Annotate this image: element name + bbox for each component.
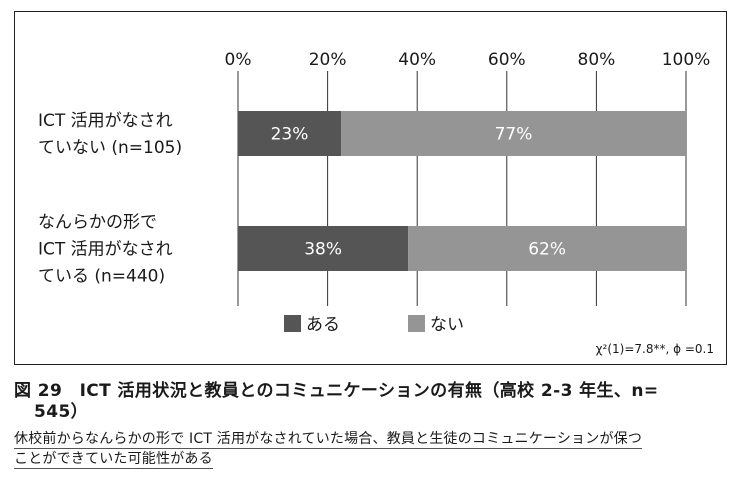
x-tick-label: 0% bbox=[225, 50, 252, 70]
data-label: 38% bbox=[304, 240, 342, 260]
bar-segment-aru bbox=[238, 226, 409, 271]
figure-subtitle-line1: 休校前からなんらかの形で ICT 活用がなされていた場合、教員と生徒のコミュニケ… bbox=[14, 431, 643, 449]
category-label: ICT 活用がなされ bbox=[38, 240, 173, 260]
chart-frame bbox=[14, 11, 727, 365]
bar-segment-nai bbox=[341, 111, 686, 156]
figure-caption-subtitle: 休校前からなんらかの形で ICT 活用がなされていた場合、教員と生徒のコミュニケ… bbox=[14, 429, 736, 469]
legend-swatch bbox=[408, 315, 425, 332]
bar-segment-nai bbox=[408, 226, 686, 271]
x-tick-label: 80% bbox=[578, 50, 616, 70]
data-label: 77% bbox=[495, 125, 533, 145]
legend-label: ある bbox=[306, 315, 340, 335]
category-label: なんらかの形で bbox=[38, 213, 157, 233]
x-tick-label: 100% bbox=[662, 50, 711, 70]
bar-segment-aru bbox=[238, 111, 342, 156]
data-label: 23% bbox=[271, 125, 309, 145]
figure-title-line1: 図 29 ICT 活用状況と教員とのコミュニケーションの有無（高校 2-3 年生… bbox=[14, 381, 659, 401]
stat-note: χ²(1)=7.8**, ϕ =0.1 bbox=[596, 342, 714, 356]
category-label: ていない (n=105) bbox=[38, 138, 182, 158]
data-label: 62% bbox=[528, 240, 566, 260]
x-tick-label: 20% bbox=[309, 50, 347, 70]
category-label: ている (n=440) bbox=[38, 267, 165, 287]
figure-title-line2: 545） bbox=[34, 402, 89, 422]
category-label: ICT 活用がなされ bbox=[38, 111, 173, 131]
legend-label: ない bbox=[430, 315, 464, 335]
figure-subtitle-line2: ことができていた可能性がある bbox=[14, 451, 213, 469]
x-tick-label: 40% bbox=[398, 50, 436, 70]
legend-swatch bbox=[284, 315, 301, 332]
x-tick-label: 60% bbox=[488, 50, 526, 70]
figure-caption-title: 図 29 ICT 活用状況と教員とのコミュニケーションの有無（高校 2-3 年生… bbox=[14, 381, 736, 423]
